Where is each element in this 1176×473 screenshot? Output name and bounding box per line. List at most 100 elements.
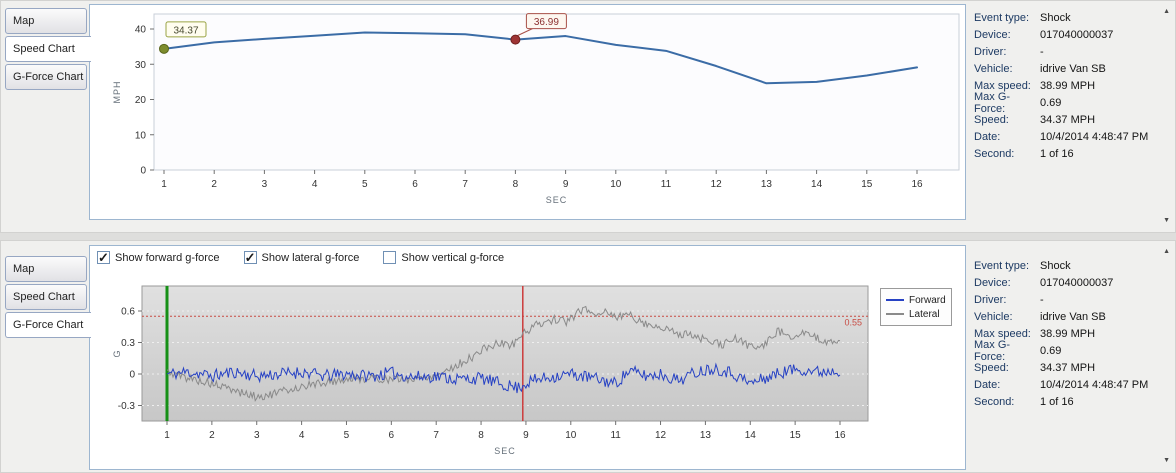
svg-text:10: 10 (565, 430, 577, 441)
svg-text:3: 3 (262, 179, 268, 190)
gforce-chart[interactable]: -0.300.30.61 2 3 4 5 6 7 8 9 10 11 12 13 14 15 16GSEC0.… (90, 246, 965, 469)
info-row-speed: Speed: 34.37 MPH (974, 111, 1160, 128)
info-label: Date: (974, 378, 1001, 391)
svg-text:2: 2 (211, 179, 217, 190)
svg-text:SEC: SEC (546, 195, 568, 205)
svg-text:10: 10 (610, 179, 622, 190)
svg-text:5: 5 (362, 179, 368, 190)
svg-text:16: 16 (911, 179, 923, 190)
speed-chart-container: 0 10 20 30 40 1 2 3 4 5 6 7 8 9 10 11 12 13 14 15 16 MPH SEC 34… (89, 4, 966, 220)
tab-map[interactable]: Map (5, 256, 87, 282)
scroll-down-icon[interactable]: ▼ (1163, 217, 1170, 224)
svg-text:9: 9 (563, 179, 569, 190)
svg-text:MPH: MPH (112, 81, 122, 104)
svg-text:0.6: 0.6 (121, 307, 135, 318)
info-value: Shock (1040, 11, 1071, 24)
svg-text:7: 7 (433, 430, 439, 441)
info-value: 10/4/2014 4:48:47 PM (1040, 130, 1149, 143)
svg-text:SEC: SEC (494, 446, 516, 456)
info-label: Driver: (974, 45, 1007, 58)
info-row-second: Second: 1 of 16 (974, 393, 1160, 410)
info-value: 017040000037 (1040, 276, 1114, 289)
legend-label: Lateral (909, 308, 940, 320)
info-row-event-type: Event type: Shock (974, 257, 1160, 274)
info-row-max-g-force: Max G-Force: 0.69 (974, 91, 1160, 115)
info-value: 1 of 16 (1040, 147, 1074, 160)
svg-text:0: 0 (129, 370, 135, 381)
svg-text:34.37: 34.37 (173, 25, 198, 36)
info-label: Max speed: (974, 79, 1031, 92)
info-label: Device: (974, 28, 1011, 41)
checkbox-show-forward-g-force[interactable]: ✓ Show forward g-force (97, 251, 220, 264)
info-row-vehicle: Vehicle: idrive Van SB (974, 308, 1160, 325)
info-label: Vehicle: (974, 310, 1013, 323)
checkbox-show-lateral-g-force[interactable]: ✓ Show lateral g-force (243, 250, 360, 265)
svg-text:3: 3 (254, 430, 260, 441)
chart-legend: Forward Lateral (880, 288, 952, 326)
svg-text:2: 2 (209, 430, 215, 441)
info-value: 017040000037 (1040, 28, 1114, 41)
info-row-event-type: Event type: Shock (974, 9, 1160, 26)
info-label: Max G-Force: (974, 338, 1011, 363)
scroll-down-icon[interactable]: ▼ (1163, 457, 1170, 464)
info-value: Shock (1040, 259, 1071, 272)
checkbox-box-icon[interactable]: ✓ (97, 250, 110, 265)
checkbox-box-icon[interactable]: ✓ (243, 250, 257, 265)
info-row-vehicle: Vehicle: idrive Van SB (974, 60, 1160, 77)
tab-list-bottom: Map Speed Chart G-Force Chart (5, 256, 91, 340)
svg-text:0: 0 (140, 166, 146, 177)
svg-text:4: 4 (312, 179, 318, 190)
svg-text:30: 30 (135, 60, 147, 71)
checkbox-show-vertical-g-force[interactable]: Show vertical g-force (383, 251, 504, 264)
info-row-driver: Driver: - (974, 291, 1160, 308)
svg-text:0.55: 0.55 (844, 317, 862, 327)
svg-text:20: 20 (135, 95, 147, 106)
checkbox-label: Show vertical g-force (401, 251, 505, 264)
svg-text:9: 9 (523, 430, 529, 441)
info-label: Max speed: (974, 327, 1031, 340)
svg-text:8: 8 (478, 430, 484, 441)
tab-speed-chart[interactable]: Speed Chart (5, 284, 87, 310)
svg-text:36.99: 36.99 (534, 17, 559, 28)
info-label: Device: (974, 276, 1011, 289)
tab-g-force-chart[interactable]: G-Force Chart (5, 312, 91, 338)
info-label: Second: (974, 147, 1015, 160)
svg-text:10: 10 (135, 130, 147, 141)
info-value: idrive Van SB (1040, 62, 1106, 75)
svg-text:7: 7 (462, 179, 468, 190)
info-row-speed: Speed: 34.37 MPH (974, 359, 1160, 376)
svg-text:5: 5 (344, 430, 350, 441)
scroll-up-icon[interactable]: ▲ (1163, 248, 1170, 255)
legend-entry-lateral: Lateral (886, 307, 946, 321)
svg-text:14: 14 (745, 430, 757, 441)
svg-text:12: 12 (655, 430, 667, 441)
checkbox-box-icon[interactable] (383, 251, 397, 264)
gforce-chart-panel: Map Speed Chart G-Force Chart ✓ Show forwar… (0, 240, 1176, 473)
svg-text:4: 4 (299, 430, 305, 441)
info-value: 34.37 MPH (1040, 113, 1096, 126)
svg-text:-0.3: -0.3 (118, 401, 136, 412)
svg-text:11: 11 (610, 430, 621, 441)
tab-map[interactable]: Map (5, 8, 87, 34)
checkbox-label: Show forward g-force (115, 251, 220, 264)
event-info-bottom: Event type: Shock Device: 017040000037 Drive… (974, 257, 1160, 410)
tab-list-top: Map Speed Chart G-Force Chart (5, 8, 91, 92)
info-value: idrive Van SB (1040, 310, 1106, 323)
svg-text:40: 40 (135, 25, 147, 36)
info-label: Speed: (974, 361, 1009, 374)
scroll-up-icon[interactable]: ▲ (1163, 8, 1170, 15)
info-value: - (1040, 293, 1044, 306)
tab-g-force-chart[interactable]: G-Force Chart (5, 64, 87, 90)
info-row-device: Device: 017040000037 (974, 26, 1160, 43)
legend-label: Forward (909, 294, 946, 306)
info-label: Driver: (974, 293, 1007, 306)
info-row-second: Second: 1 of 16 (974, 145, 1160, 162)
info-row-date: Date: 10/4/2014 4:48:47 PM (974, 376, 1160, 393)
legend-entry-forward: Forward (886, 293, 946, 307)
info-value: 0.69 (1040, 344, 1062, 357)
svg-text:13: 13 (700, 430, 712, 441)
checkbox-label: Show lateral g-force (261, 251, 360, 264)
gforce-chart-container: ✓ Show forward g-force ✓ Show lateral g-for… (89, 245, 966, 470)
tab-speed-chart[interactable]: Speed Chart (5, 36, 91, 62)
